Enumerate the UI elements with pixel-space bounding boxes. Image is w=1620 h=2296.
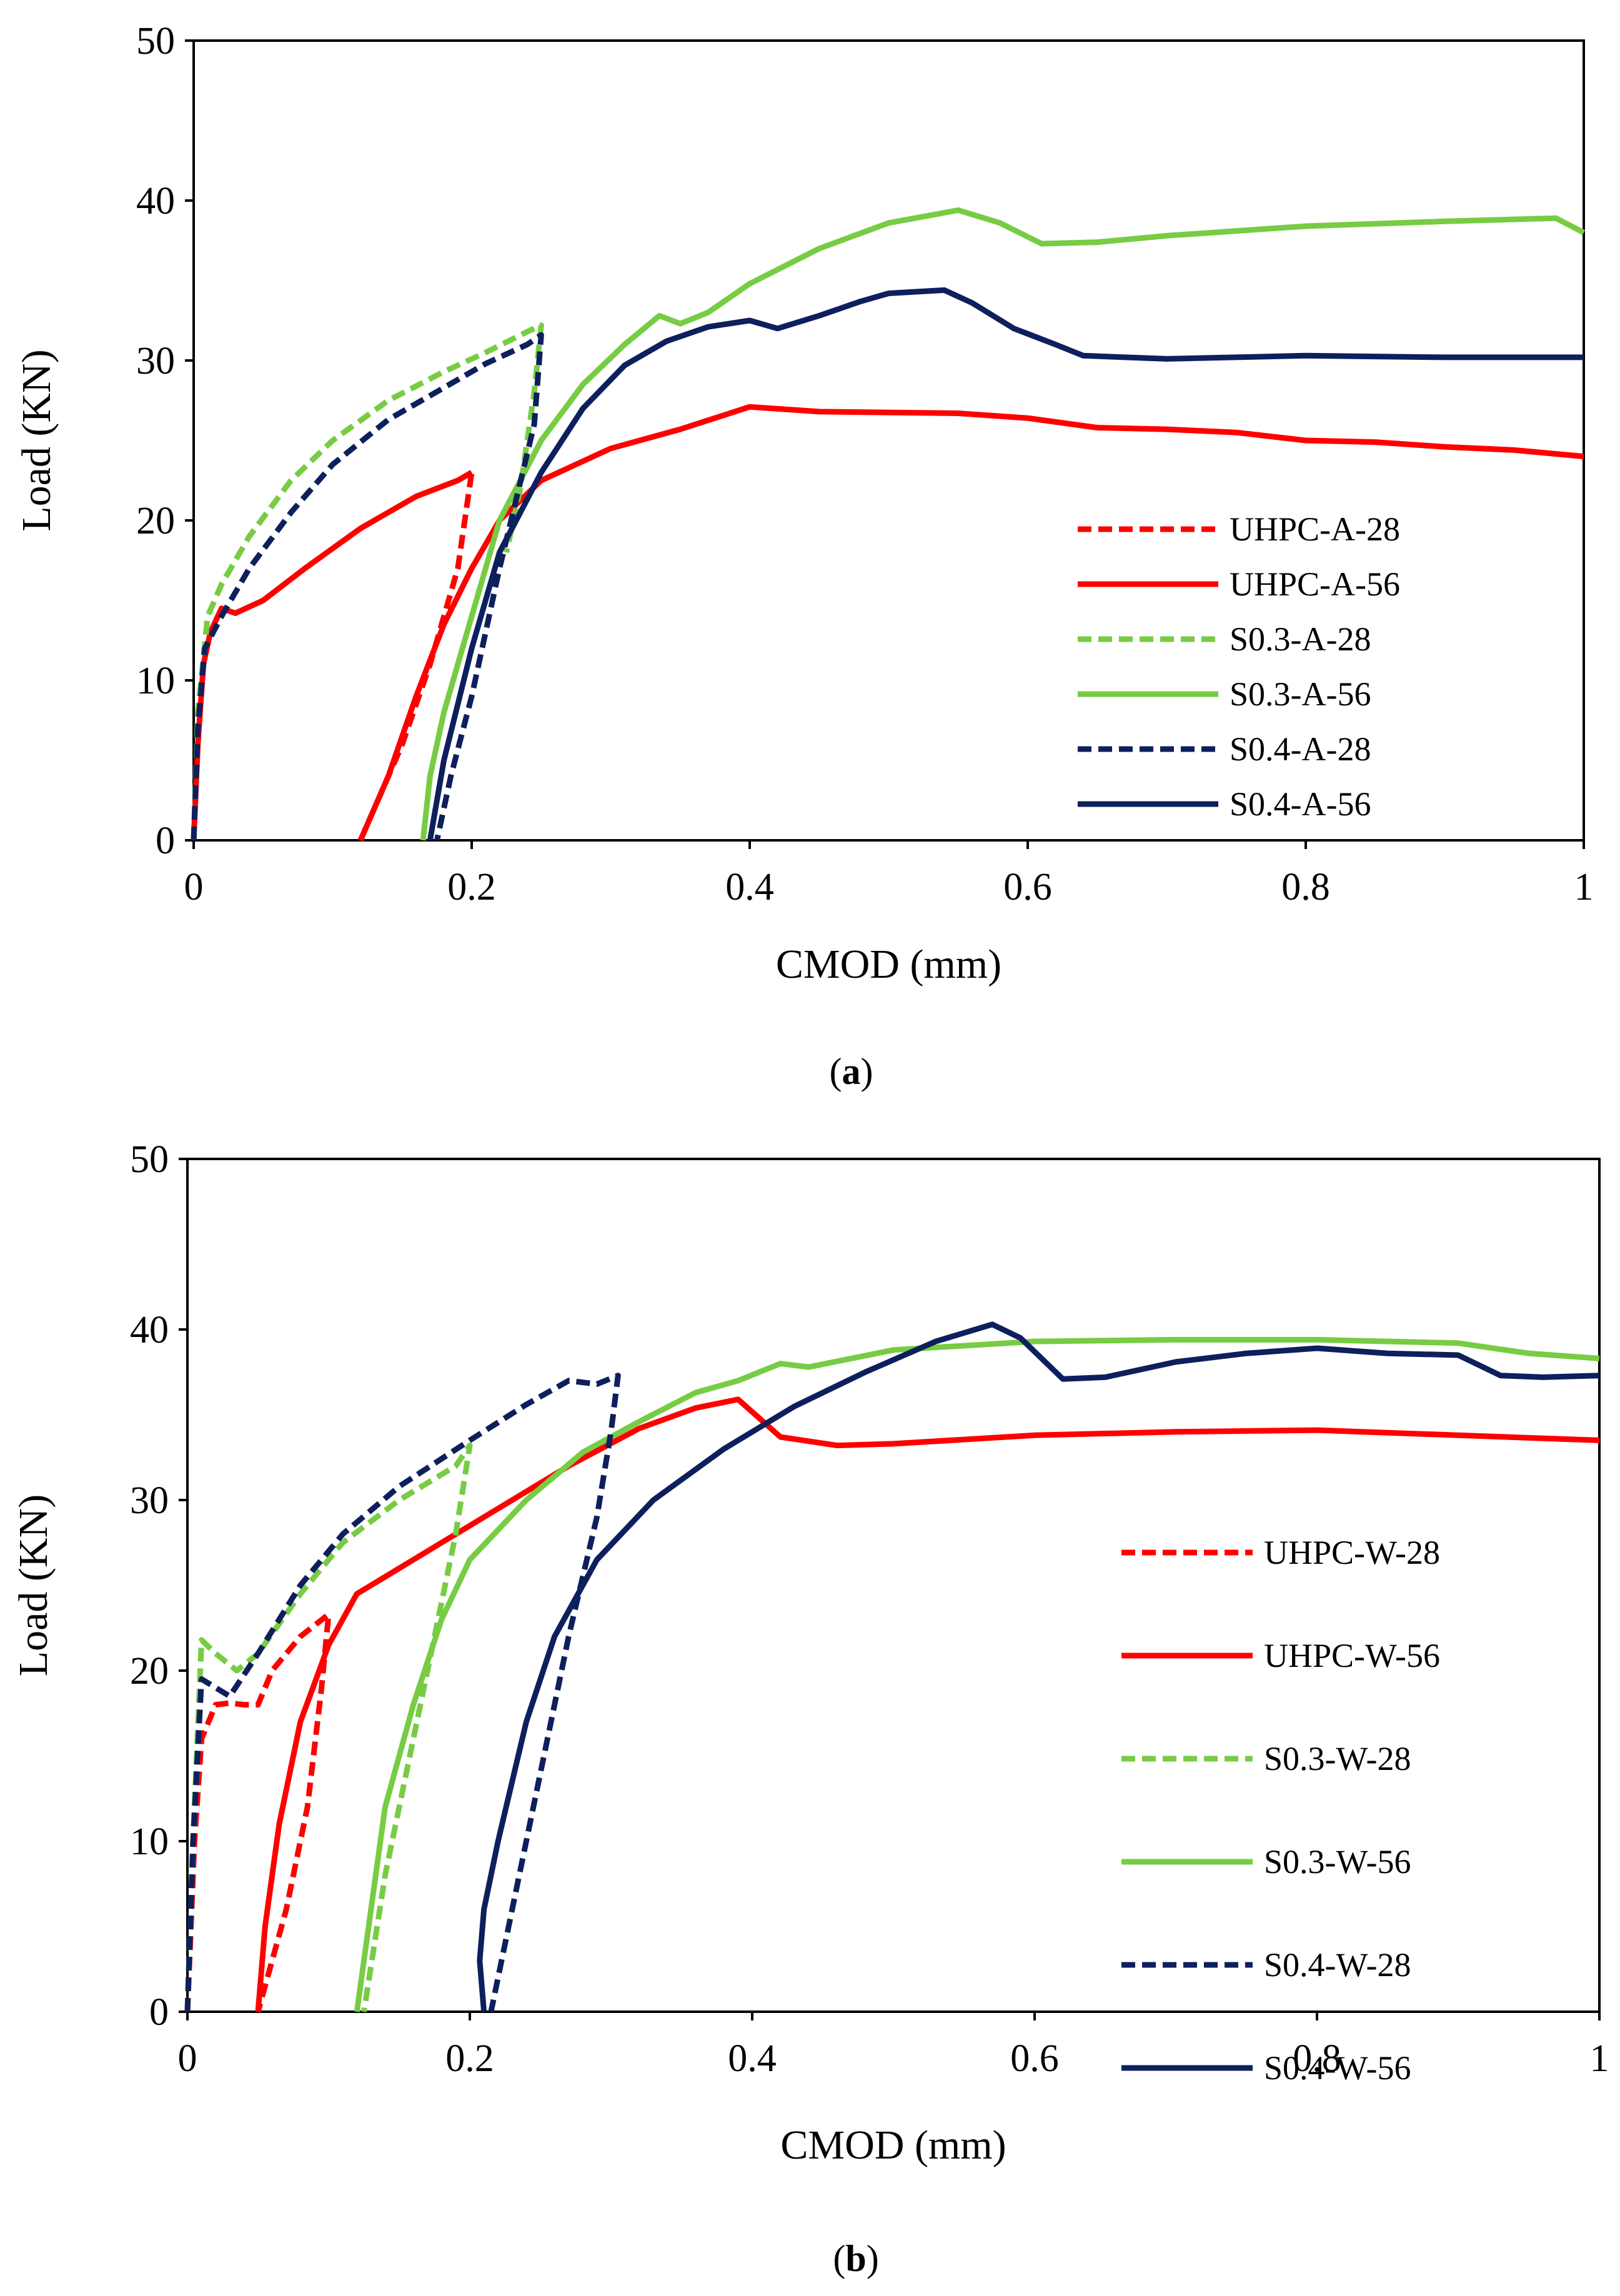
x-tick-label: 0.8 — [1293, 2037, 1341, 2080]
x-tick-label: 0.2 — [445, 2037, 494, 2080]
plot-frame — [192, 39, 1585, 842]
x-axis-title: CMOD (mm) — [776, 942, 1001, 987]
y-tick-label: 40 — [136, 180, 175, 222]
y-tick-label: 40 — [130, 1309, 169, 1351]
series-line — [477, 1321, 1600, 2012]
legend-label: S0.3-A-56 — [1230, 675, 1371, 713]
y-tick-label: 0 — [149, 1991, 169, 2034]
series-line — [191, 332, 544, 841]
series-line — [184, 1611, 332, 2013]
y-tick-label: 50 — [136, 20, 175, 62]
series-line — [357, 404, 1584, 842]
legend-label: S0.3-A-28 — [1230, 620, 1371, 658]
x-axis-title: CMOD (mm) — [780, 2122, 1006, 2168]
legend-label: S0.3-W-28 — [1264, 1740, 1411, 1777]
series-line — [184, 1443, 473, 2012]
series-line — [420, 207, 1586, 841]
plot-frame — [186, 1158, 1601, 2013]
y-tick-label: 50 — [130, 1138, 169, 1181]
panel-label-open: ( — [830, 1051, 842, 1092]
series-line — [184, 1373, 621, 2012]
legend-label: UHPC-A-56 — [1230, 565, 1400, 603]
panel-label-letter: a — [842, 1051, 861, 1092]
y-axis-title: Load (KN) — [11, 1494, 56, 1676]
x-tick-label: 1 — [1590, 2037, 1609, 2080]
series-line — [255, 1396, 1600, 2012]
legend-label: S0.4-A-28 — [1230, 730, 1371, 768]
y-tick-label: 30 — [136, 340, 175, 382]
y-tick-label: 10 — [130, 1821, 169, 1863]
series-line — [191, 322, 544, 841]
legend-label: S0.4-A-56 — [1230, 785, 1371, 823]
panel-label: (a) — [830, 1051, 873, 1092]
legend-label: UHPC-A-28 — [1230, 510, 1400, 548]
x-tick-label: 0.2 — [447, 866, 496, 908]
x-tick-label: 0 — [178, 2037, 197, 2080]
series-line — [427, 287, 1584, 841]
y-tick-label: 20 — [130, 1650, 169, 1692]
y-tick-label: 10 — [136, 660, 175, 702]
chart-b: 0 10 20 30 40 50 0 0.2 0.4 0.6 0.8 1 CMOD (mm) Load (… — [11, 1138, 1609, 2279]
series-line — [191, 470, 474, 841]
x-tick-label: 0.8 — [1281, 866, 1330, 908]
y-tick-label: 20 — [136, 500, 175, 542]
x-tick-label: 0.6 — [1010, 2037, 1059, 2080]
x-tick-label: 0.4 — [728, 2037, 777, 2080]
legend-label: S0.4-W-28 — [1264, 1946, 1411, 1984]
series-line — [357, 472, 475, 842]
panel-label-close: ) — [861, 1051, 873, 1092]
panel-label: (b) — [833, 2238, 878, 2279]
panel-label-open: ( — [833, 2238, 845, 2279]
panel-label-close: ) — [867, 2238, 879, 2279]
series-line — [354, 1336, 1600, 2012]
legend-label: S0.4-W-56 — [1264, 2049, 1411, 2087]
y-axis-title: Load (KN) — [14, 349, 59, 531]
legend-label: UHPC-W-56 — [1264, 1637, 1440, 1674]
legend-label: S0.3-W-56 — [1264, 1843, 1411, 1881]
legend-label: UHPC-W-28 — [1264, 1534, 1440, 1571]
chart-a: 0 10 20 30 40 50 0 0.2 0.4 0.6 0.8 1 CMOD (mm) Load (… — [14, 20, 1594, 1092]
x-tick-label: 0.6 — [1003, 866, 1052, 908]
y-tick-label: 30 — [130, 1479, 169, 1522]
panel-label-letter: b — [845, 2238, 866, 2279]
x-tick-label: 1 — [1574, 866, 1594, 908]
x-tick-label: 0.4 — [725, 866, 774, 908]
x-tick-label: 0 — [184, 866, 204, 908]
y-tick-label: 0 — [156, 820, 175, 862]
